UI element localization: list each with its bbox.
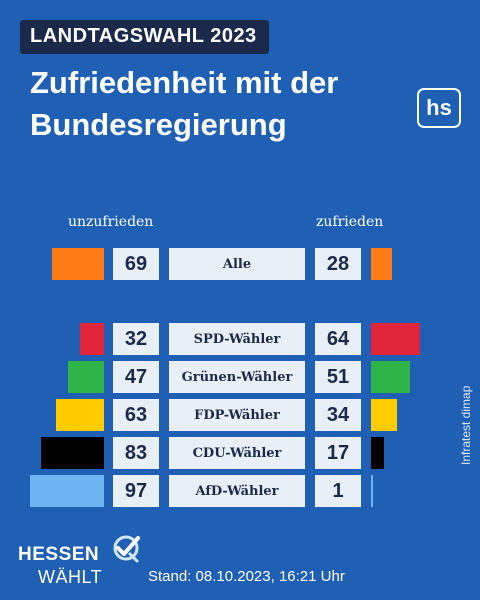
value-zufrieden-fdp-wähler: 34 bbox=[315, 399, 361, 431]
title-line-2: Bundesregierung bbox=[30, 107, 287, 142]
value-unzufrieden-spd-wähler: 32 bbox=[113, 323, 159, 355]
bar-unzufrieden-afd-wähler bbox=[30, 475, 104, 507]
bar-zufrieden-fdp-wähler bbox=[371, 399, 397, 431]
ballot-check-icon bbox=[113, 535, 140, 563]
value-unzufrieden-alle: 69 bbox=[113, 248, 159, 280]
value-zufrieden-alle: 28 bbox=[315, 248, 361, 280]
source-note: Infratest dimap bbox=[459, 385, 473, 465]
left-column-label: unzufrieden bbox=[68, 214, 154, 230]
value-unzufrieden-cdu-wähler: 83 bbox=[113, 437, 159, 469]
right-column-label: zufrieden bbox=[316, 214, 384, 230]
bar-unzufrieden-cdu-wähler bbox=[40, 437, 104, 469]
category-label-alle: Alle bbox=[169, 248, 305, 280]
timestamp: Stand: 08.10.2023, 16:21 Uhr bbox=[148, 568, 345, 585]
brand-bottom: WÄHLT bbox=[38, 567, 103, 587]
title-line-1: Zufriedenheit mit der bbox=[30, 65, 339, 100]
category-label-afd-wähler: AfD-Wähler bbox=[169, 475, 305, 507]
brand-top: HESSEN bbox=[18, 544, 100, 565]
bar-zufrieden-grünen-wähler bbox=[371, 361, 410, 393]
page-title: Zufriedenheit mit der Bundesregierung bbox=[30, 62, 390, 146]
category-label-spd-wähler: SPD-Wähler bbox=[169, 323, 305, 355]
bar-zufrieden-afd-wähler bbox=[371, 475, 373, 507]
value-zufrieden-grünen-wähler: 51 bbox=[315, 361, 361, 393]
bar-unzufrieden-grünen-wähler bbox=[68, 361, 104, 393]
bar-unzufrieden-spd-wähler bbox=[79, 323, 104, 355]
hs-logo: hs bbox=[417, 88, 461, 128]
value-zufrieden-spd-wähler: 64 bbox=[315, 323, 361, 355]
category-label-grünen-wähler: Grünen-Wähler bbox=[169, 361, 305, 393]
value-unzufrieden-fdp-wähler: 63 bbox=[113, 399, 159, 431]
kicker-badge: LANDTAGSWAHL 2023 bbox=[20, 20, 269, 54]
value-zufrieden-cdu-wähler: 17 bbox=[315, 437, 361, 469]
value-zufrieden-afd-wähler: 1 bbox=[315, 475, 361, 507]
bar-zufrieden-alle bbox=[371, 248, 393, 280]
value-unzufrieden-afd-wähler: 97 bbox=[113, 475, 159, 507]
bar-zufrieden-cdu-wähler bbox=[371, 437, 384, 469]
value-unzufrieden-grünen-wähler: 47 bbox=[113, 361, 159, 393]
bar-unzufrieden-fdp-wähler bbox=[56, 399, 104, 431]
hessen-waehlt-logo: HESSEN WÄHLT bbox=[18, 535, 148, 590]
category-label-cdu-wähler: CDU-Wähler bbox=[169, 437, 305, 469]
bar-zufrieden-spd-wähler bbox=[371, 323, 420, 355]
category-label-fdp-wähler: FDP-Wähler bbox=[169, 399, 305, 431]
bar-unzufrieden-alle bbox=[51, 248, 104, 280]
